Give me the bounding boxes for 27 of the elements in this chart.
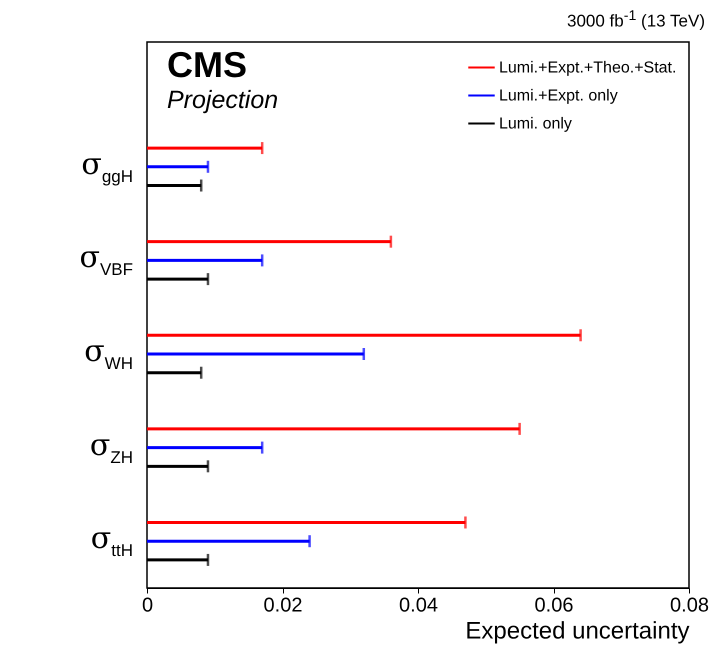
y-tick-label: σ$_{WH}$ [84, 334, 133, 374]
y-tick-label: σ$_{ttH}$ [90, 521, 133, 562]
x-tick-label: 0.08 [670, 594, 709, 616]
y-tick-label: σ$_{ggH}$ [81, 146, 133, 187]
bar [147, 165, 208, 168]
legend-label: Lumi.+Expt.+Theo.+Stat. [499, 60, 676, 76]
bar [147, 334, 581, 337]
x-axis-title: Expected uncertainty [465, 618, 690, 644]
bar [147, 240, 391, 244]
bar [147, 146, 262, 150]
annotation: Projection [167, 86, 278, 114]
bar [147, 446, 262, 450]
x-tick-label: 0.04 [399, 594, 438, 616]
bar [147, 352, 364, 356]
x-tick-label: 0.02 [264, 594, 302, 616]
x-tick-label: 0.06 [534, 594, 574, 616]
bar [147, 427, 520, 430]
chart-title: 3000 fb$^{-1}$ (13 TeV) [567, 8, 705, 32]
y-tick-label: σ$_{VBF}$ [79, 240, 133, 280]
y-tick-label: σ$_{ZH}$ [90, 428, 133, 468]
bar [147, 520, 466, 524]
bar [147, 258, 262, 262]
bar [147, 540, 310, 543]
x-tick-label: 0 [142, 594, 154, 616]
annotation: CMS [167, 44, 247, 85]
legend-label: Lumi.+Expt. only [499, 88, 618, 104]
legend-label: Lumi. only [499, 116, 572, 132]
